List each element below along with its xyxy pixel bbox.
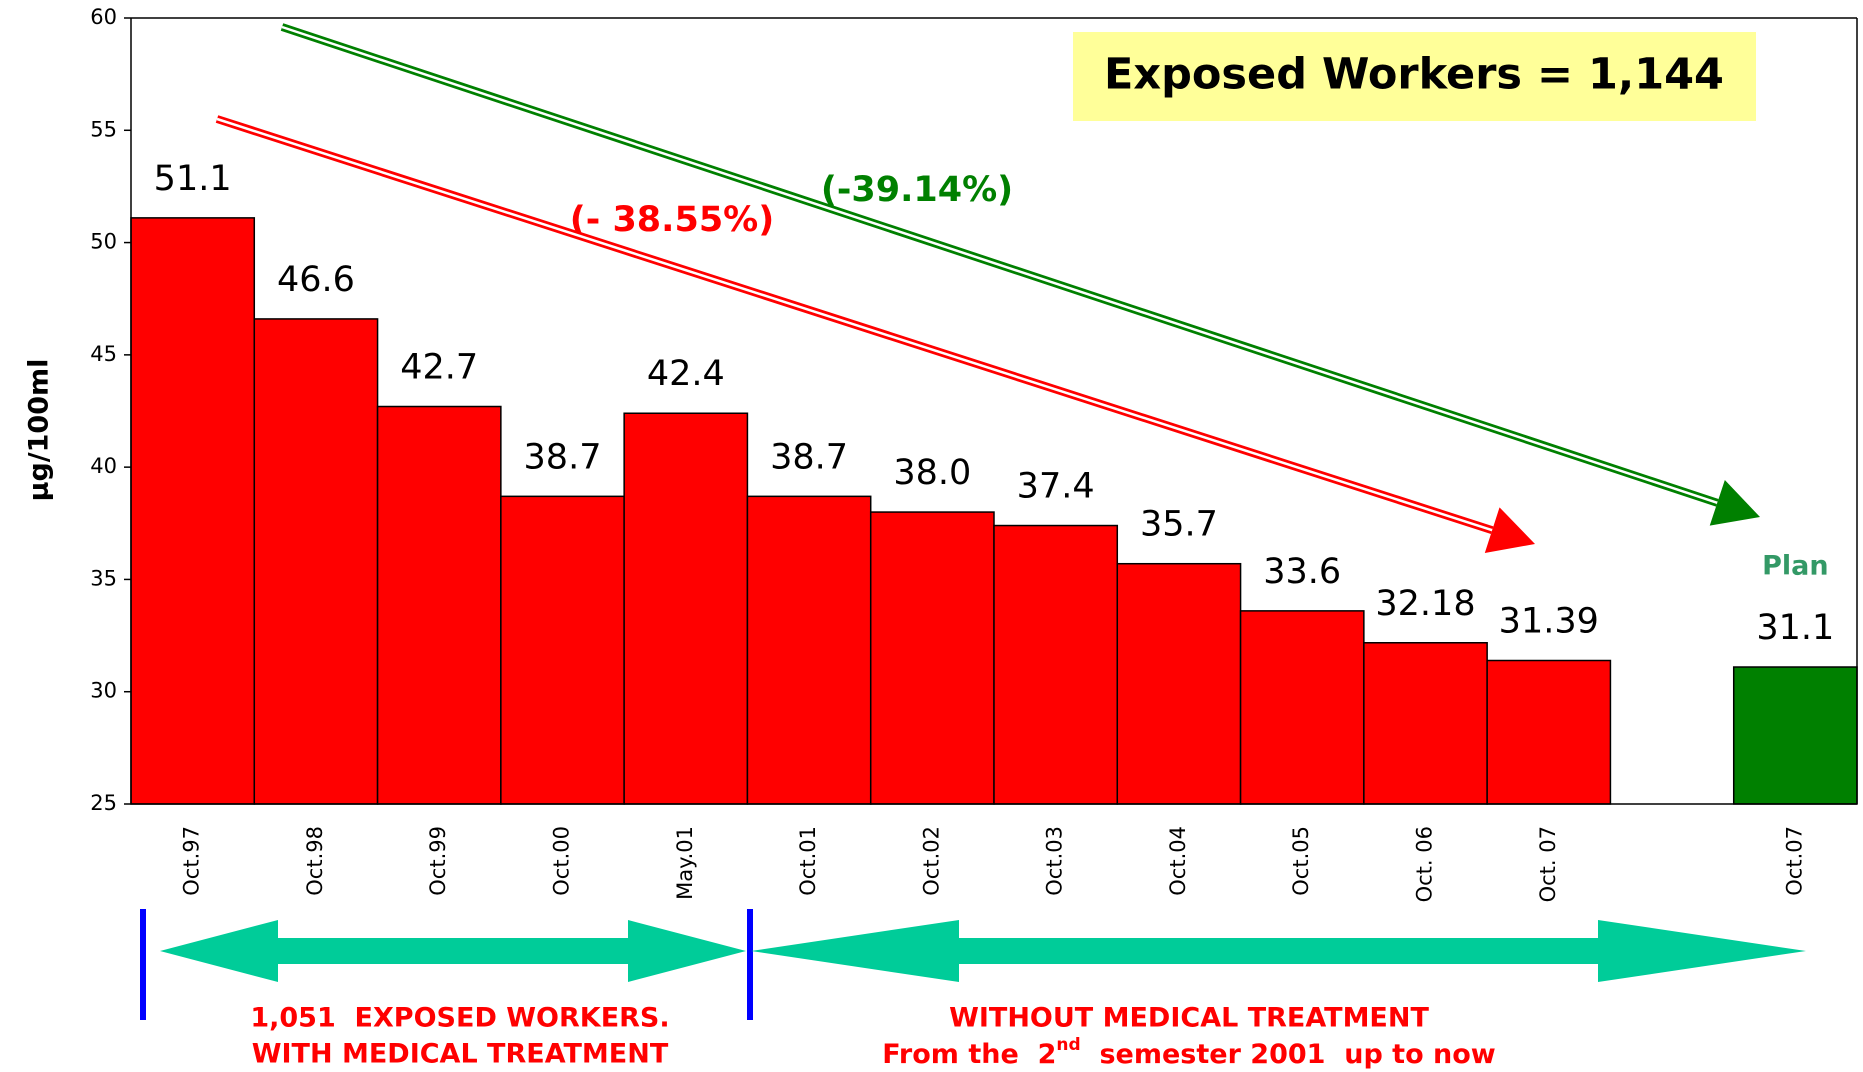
right-note-part: semester 2001 up to now <box>1081 1039 1496 1070</box>
y-tick-label: 60 <box>90 5 117 29</box>
y-tick-label: 40 <box>90 454 117 478</box>
value-label: 42.4 <box>647 354 725 394</box>
x-tick-label: Oct.04 <box>1166 826 1190 896</box>
value-label: 46.6 <box>277 260 355 300</box>
right-note: WITHOUT MEDICAL TREATMENT <box>949 1003 1429 1034</box>
x-tick-label: Oct.99 <box>426 826 450 896</box>
right-note: From the 2nd semester 2001 up to now <box>882 1035 1496 1070</box>
superscript: nd <box>1056 1035 1080 1055</box>
bar <box>376 405 502 805</box>
bar <box>1239 610 1365 805</box>
value-label: 37.4 <box>1017 467 1095 507</box>
left-note: WITH MEDICAL TREATMENT <box>252 1039 669 1070</box>
value-label: 38.0 <box>893 453 971 493</box>
y-tick-label: 25 <box>90 791 117 815</box>
period-arrow <box>751 920 1806 982</box>
green-trend-label: (-39.14%) <box>821 170 1013 210</box>
y-tick-label: 30 <box>90 679 117 703</box>
value-label: 42.7 <box>400 348 478 388</box>
bar <box>623 412 749 805</box>
x-tick-label: Oct. 06 <box>1413 826 1437 902</box>
right-note-part: From the 2 <box>882 1039 1056 1070</box>
value-label: 32.18 <box>1375 584 1475 624</box>
bar <box>1486 659 1612 805</box>
bar <box>869 511 995 805</box>
x-tick-label: Oct.05 <box>1289 826 1313 896</box>
trend-arrow-head <box>1484 507 1535 554</box>
red-trend-label: (- 38.55%) <box>570 200 774 240</box>
y-tick-label: 50 <box>90 230 117 254</box>
x-tick-label: May.01 <box>673 826 697 900</box>
bar <box>500 495 625 805</box>
value-label: 38.7 <box>770 437 848 477</box>
trend-arrow <box>281 25 1718 505</box>
trend-arrow-head <box>1709 480 1760 526</box>
value-label: 38.7 <box>524 437 602 477</box>
x-tick-label: Oct.01 <box>796 826 820 896</box>
bar <box>746 495 872 805</box>
x-tick-label: Oct.00 <box>550 826 574 896</box>
x-tick-label: Oct.02 <box>919 826 943 896</box>
bar <box>1363 642 1488 805</box>
x-tick-label: Oct.03 <box>1043 826 1067 896</box>
info-box-text: Exposed Workers = 1,144 <box>1104 50 1724 100</box>
bar <box>1116 562 1242 805</box>
x-tick-label: Oct.07 <box>1782 826 1806 896</box>
value-label: 51.1 <box>154 159 232 199</box>
y-axis-label: µg/100ml <box>24 359 55 502</box>
y-tick-label: 55 <box>90 117 117 141</box>
period-arrow <box>160 920 746 982</box>
value-label: 35.7 <box>1140 505 1218 545</box>
value-label: 31.1 <box>1756 608 1834 648</box>
bar <box>993 524 1119 805</box>
trend-arrow <box>216 117 1493 532</box>
value-label: 33.6 <box>1263 552 1341 592</box>
info-box <box>1073 32 1756 121</box>
y-tick-label: 45 <box>90 342 117 366</box>
x-tick-label: Oct.98 <box>303 826 327 896</box>
x-tick-label: Oct. 07 <box>1536 826 1560 902</box>
value-label: 31.39 <box>1499 601 1599 641</box>
y-tick-label: 35 <box>90 566 117 590</box>
bar <box>253 318 379 805</box>
bar <box>1732 666 1858 805</box>
bar <box>130 217 256 805</box>
x-tick-label: Oct.97 <box>180 826 204 896</box>
plan-label: Plan <box>1762 551 1829 582</box>
left-note: 1,051 EXPOSED WORKERS. <box>250 1003 669 1034</box>
